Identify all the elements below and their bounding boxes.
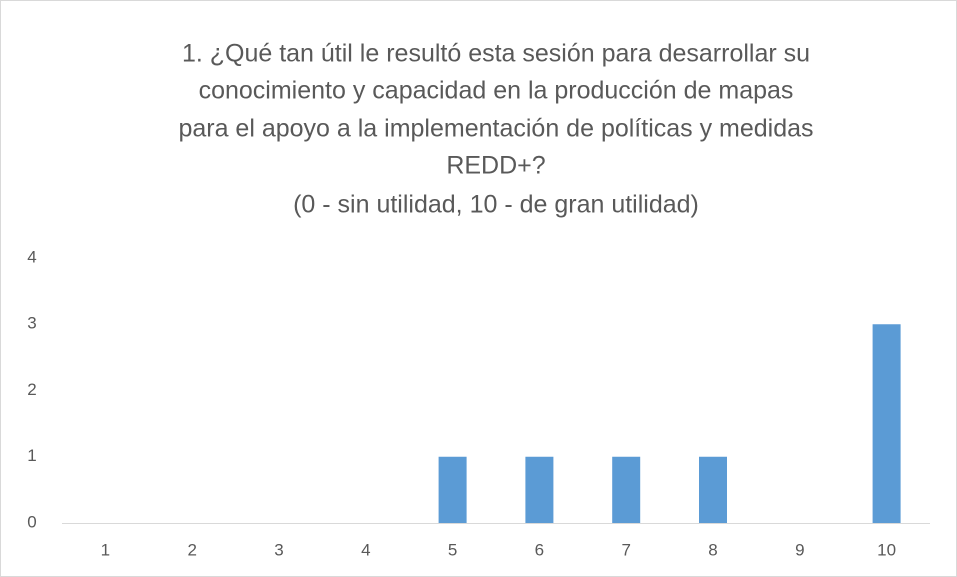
x-tick-label: 2 bbox=[187, 540, 196, 559]
x-tick-label: 8 bbox=[708, 540, 717, 559]
bar bbox=[699, 456, 727, 523]
bar bbox=[525, 456, 554, 523]
bar bbox=[612, 456, 641, 523]
chart-subtitle: (0 - sin utilidad, 10 - de gran utilidad… bbox=[293, 191, 699, 219]
chart-title: para el apoyo a la implementación de pol… bbox=[178, 115, 813, 143]
bar bbox=[872, 324, 901, 523]
chart-title: REDD+? bbox=[446, 152, 545, 180]
x-tick-label: 5 bbox=[448, 540, 457, 559]
y-tick-label: 4 bbox=[27, 247, 36, 266]
y-tick-label: 0 bbox=[27, 512, 36, 531]
x-tick-label: 3 bbox=[274, 540, 283, 559]
y-tick-label: 2 bbox=[27, 380, 36, 399]
x-tick-label: 7 bbox=[621, 540, 630, 559]
x-tick-label: 1 bbox=[101, 540, 110, 559]
x-tick-label: 6 bbox=[535, 540, 544, 559]
y-tick-label: 1 bbox=[27, 446, 36, 465]
chart-title: conocimiento y capacidad en la producció… bbox=[199, 77, 794, 105]
y-tick-label: 3 bbox=[27, 314, 36, 333]
bar bbox=[438, 456, 467, 523]
x-tick-label: 9 bbox=[795, 540, 804, 559]
x-tick-label: 4 bbox=[361, 540, 370, 559]
chart-title: 1. ¿Qué tan útil le resultó esta sesión … bbox=[182, 40, 810, 68]
x-tick-label: 10 bbox=[877, 540, 896, 559]
